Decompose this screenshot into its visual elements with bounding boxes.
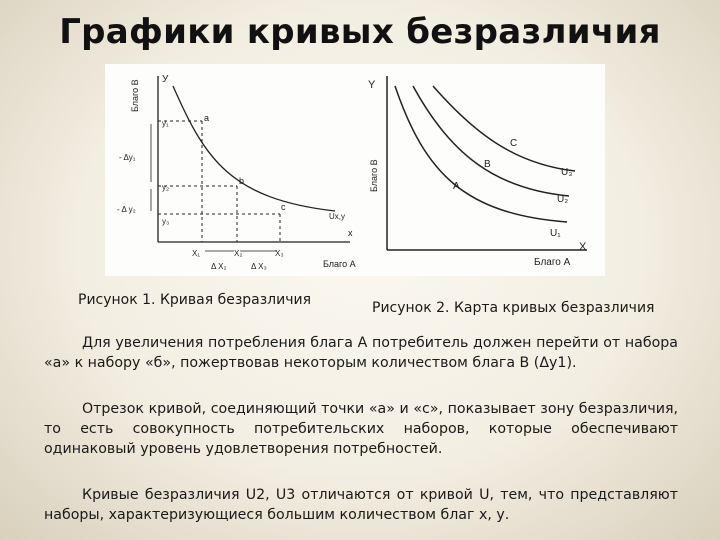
fig1-tick-x1: Х₁	[192, 249, 200, 258]
fig2-y-axis-name: Благо В	[369, 159, 379, 192]
fig2-point-a: А	[453, 181, 460, 192]
fig1-indifference-curve	[172, 85, 336, 212]
figure-1	[150, 76, 350, 252]
fig1-delta-y2: - Δ у₂	[117, 205, 136, 214]
fig2-point-b: В	[484, 159, 491, 170]
fig2-point-c: С	[510, 138, 517, 149]
fig2-curve-u3	[432, 85, 576, 172]
fig1-tick-y1: у₁	[162, 119, 169, 128]
fig2-y-axis-label: Y	[368, 79, 376, 91]
figure-2	[386, 76, 587, 251]
fig1-delta-y1: - Δу₁	[119, 153, 136, 162]
fig1-x-axis-name: Благо А	[323, 259, 356, 269]
fig2-x-axis-label: X	[579, 241, 587, 253]
fig1-tick-x2: Х₂	[234, 249, 242, 258]
fig2-curve-u3-label: U₃	[561, 167, 572, 178]
fig2-curve-u1	[394, 85, 568, 223]
slide-title: Графики кривых безразличия	[59, 12, 661, 52]
figure-svg: Благо В У у₁ у₂ у₃ - Δу₁ - Δ у₂ а b с Uх…	[117, 74, 587, 271]
paragraph-3: Кривые безразличия U2, U3 отличаются от …	[44, 487, 678, 523]
figure-2-caption: Рисунок 2. Карта кривых безразличия	[372, 300, 655, 316]
fig2-curve-u2-label: U₂	[557, 194, 568, 205]
fig1-tick-x3: Х₃	[275, 249, 284, 258]
fig1-y-axis-name: Благо В	[130, 79, 140, 112]
fig1-tick-y2: у₂	[162, 183, 169, 192]
fig1-x-axis-label: х	[348, 228, 353, 238]
fig1-point-a: а	[204, 113, 209, 123]
fig1-curve-label: Uх,у	[329, 212, 345, 221]
paragraph-2: Отрезок кривой, соединяющий точки «а» и …	[44, 401, 678, 457]
paragraph-1: Для увеличения потребления блага А потре…	[44, 335, 678, 371]
fig2-curve-u2	[412, 85, 570, 197]
fig2-curve-u1-label: U₁	[550, 228, 561, 239]
fig1-tick-y3: у₃	[162, 217, 169, 226]
indifference-curves-figure: Благо В У у₁ у₂ у₃ - Δу₁ - Δ у₂ а b с Uх…	[105, 64, 605, 276]
fig2-x-axis-name: Благо А	[534, 257, 571, 268]
fig1-delta-x2: Δ Х₂	[211, 262, 227, 271]
fig1-y-axis-label: У	[162, 74, 169, 85]
fig1-delta-x3: Δ Х₃	[251, 262, 267, 271]
fig1-point-b: b	[239, 176, 244, 186]
figure-1-caption: Рисунок 1. Кривая безразличия	[78, 292, 312, 308]
fig1-point-c: с	[281, 202, 286, 212]
